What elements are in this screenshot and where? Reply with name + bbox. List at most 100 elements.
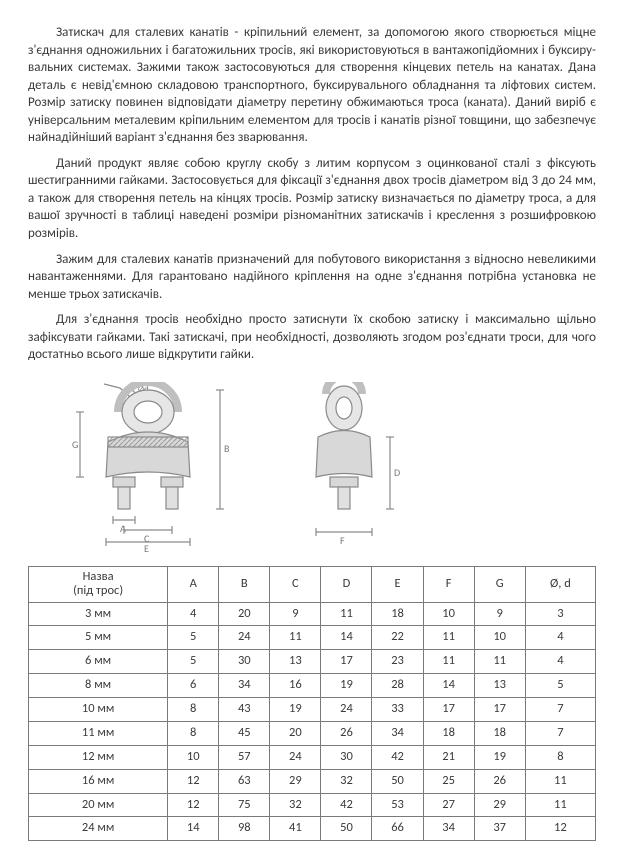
cell-Od: 11 bbox=[525, 769, 595, 793]
cell-F: 34 bbox=[423, 817, 474, 841]
cell-E: 34 bbox=[372, 721, 423, 745]
cell-E: 22 bbox=[372, 626, 423, 650]
table-row: 12 мм105724304221198 bbox=[29, 745, 596, 769]
cell-C: 9 bbox=[270, 602, 321, 626]
cell-E: 18 bbox=[372, 602, 423, 626]
cell-C: 24 bbox=[270, 745, 321, 769]
cell-E: 53 bbox=[372, 793, 423, 817]
cell-E: 28 bbox=[372, 674, 423, 698]
cell-name: 11 мм bbox=[29, 721, 168, 745]
cell-Od: 8 bbox=[525, 745, 595, 769]
col-F: F bbox=[423, 566, 474, 602]
table-row: 5 мм52411142211104 bbox=[29, 626, 596, 650]
col-E: E bbox=[372, 566, 423, 602]
table-row: 16 мм1263293250252611 bbox=[29, 769, 596, 793]
col-G: G bbox=[474, 566, 525, 602]
table-row: 6 мм53013172311114 bbox=[29, 650, 596, 674]
label-D: D bbox=[394, 466, 400, 479]
cell-name: 10 мм bbox=[29, 698, 168, 722]
cell-Od: 3 bbox=[525, 602, 595, 626]
col-Od: Ø, d bbox=[525, 566, 595, 602]
cell-D: 50 bbox=[321, 817, 372, 841]
cell-Od: 4 bbox=[525, 650, 595, 674]
cell-name: 24 мм bbox=[29, 817, 168, 841]
cell-F: 11 bbox=[423, 626, 474, 650]
cell-name: 12 мм bbox=[29, 745, 168, 769]
cell-B: 57 bbox=[219, 745, 270, 769]
cell-B: 20 bbox=[219, 602, 270, 626]
col-name-l2: (під трос) bbox=[73, 583, 123, 598]
cell-F: 25 bbox=[423, 769, 474, 793]
cell-A: 5 bbox=[168, 626, 219, 650]
table-header-row: Назва (під трос) A B C D E F G Ø, d bbox=[29, 566, 596, 602]
cell-G: 18 bbox=[474, 721, 525, 745]
cell-F: 17 bbox=[423, 698, 474, 722]
col-C: C bbox=[270, 566, 321, 602]
cell-C: 19 bbox=[270, 698, 321, 722]
cell-F: 14 bbox=[423, 674, 474, 698]
cell-E: 42 bbox=[372, 745, 423, 769]
cell-E: 33 bbox=[372, 698, 423, 722]
paragraph-2: Даний продукт являє собою круглу скобу з… bbox=[28, 155, 596, 243]
cell-name: 8 мм bbox=[29, 674, 168, 698]
cell-B: 34 bbox=[219, 674, 270, 698]
cell-Od: 5 bbox=[525, 674, 595, 698]
cell-B: 45 bbox=[219, 721, 270, 745]
cell-G: 26 bbox=[474, 769, 525, 793]
cell-G: 29 bbox=[474, 793, 525, 817]
col-A: A bbox=[168, 566, 219, 602]
paragraph-1: Затискач для сталевих канатів - кріпильн… bbox=[28, 24, 596, 147]
cell-Od: 7 bbox=[525, 721, 595, 745]
cell-F: 21 bbox=[423, 745, 474, 769]
col-name: Назва (під трос) bbox=[29, 566, 168, 602]
cell-G: 10 bbox=[474, 626, 525, 650]
table-row: 20 мм1275324253272911 bbox=[29, 793, 596, 817]
cell-Od: 7 bbox=[525, 698, 595, 722]
label-G: G bbox=[72, 438, 78, 451]
paragraph-3: Зажим для сталевих канатів призначений д… bbox=[28, 251, 596, 304]
table-row: 11 мм84520263418187 bbox=[29, 721, 596, 745]
cell-name: 3 мм bbox=[29, 602, 168, 626]
cell-Od: 12 bbox=[525, 817, 595, 841]
cell-C: 13 bbox=[270, 650, 321, 674]
cell-Od: 11 bbox=[525, 793, 595, 817]
cell-C: 11 bbox=[270, 626, 321, 650]
cell-A: 10 bbox=[168, 745, 219, 769]
cell-name: 16 мм bbox=[29, 769, 168, 793]
col-name-l1: Назва bbox=[83, 569, 114, 584]
cell-B: 24 bbox=[219, 626, 270, 650]
cell-D: 19 bbox=[321, 674, 372, 698]
cell-G: 17 bbox=[474, 698, 525, 722]
cell-F: 10 bbox=[423, 602, 474, 626]
cell-E: 23 bbox=[372, 650, 423, 674]
cell-C: 29 bbox=[270, 769, 321, 793]
cell-C: 32 bbox=[270, 793, 321, 817]
table-row: 10 мм84319243317177 bbox=[29, 698, 596, 722]
cell-B: 75 bbox=[219, 793, 270, 817]
cell-G: 37 bbox=[474, 817, 525, 841]
cell-D: 17 bbox=[321, 650, 372, 674]
sizes-table: Назва (під трос) A B C D E F G Ø, d 3 мм… bbox=[28, 566, 596, 842]
clamp-front-diagram: Ød G B bbox=[68, 382, 238, 552]
table-row: 24 мм1498415066343712 bbox=[29, 817, 596, 841]
cell-D: 42 bbox=[321, 793, 372, 817]
table-row: 8 мм63416192814135 bbox=[29, 674, 596, 698]
clamp-side-diagram: D F bbox=[278, 382, 408, 552]
cell-Od: 4 bbox=[525, 626, 595, 650]
cell-B: 98 bbox=[219, 817, 270, 841]
cell-D: 26 bbox=[321, 721, 372, 745]
cell-A: 14 bbox=[168, 817, 219, 841]
cell-E: 66 bbox=[372, 817, 423, 841]
cell-G: 19 bbox=[474, 745, 525, 769]
cell-B: 43 bbox=[219, 698, 270, 722]
cell-C: 20 bbox=[270, 721, 321, 745]
label-E: E bbox=[144, 542, 149, 552]
cell-A: 6 bbox=[168, 674, 219, 698]
cell-A: 12 bbox=[168, 793, 219, 817]
diagram-row: Ød G B bbox=[28, 382, 596, 552]
label-F: F bbox=[340, 534, 345, 547]
col-D: D bbox=[321, 566, 372, 602]
label-B: B bbox=[224, 442, 230, 455]
cell-A: 5 bbox=[168, 650, 219, 674]
cell-B: 63 bbox=[219, 769, 270, 793]
